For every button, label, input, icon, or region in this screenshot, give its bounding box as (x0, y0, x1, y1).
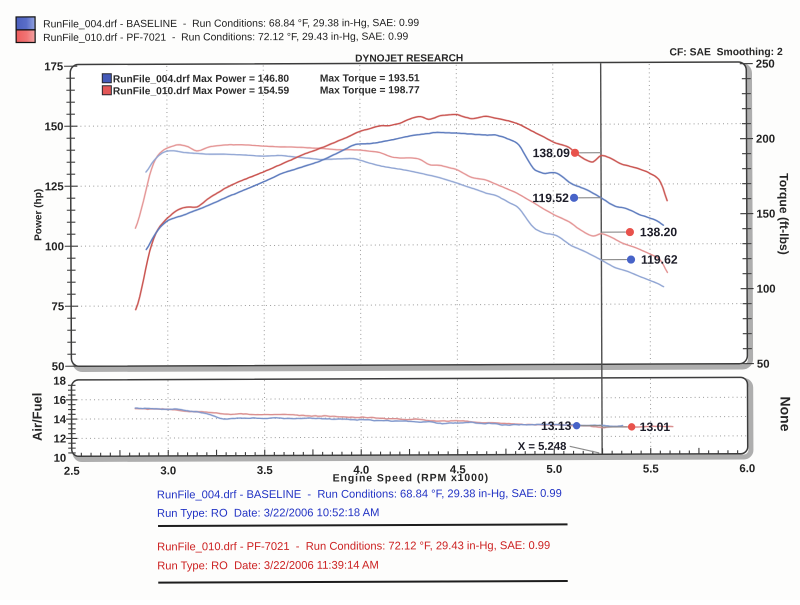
svg-text:119.62: 119.62 (641, 253, 678, 267)
svg-text:RunFile_004.drf Max Power = 14: RunFile_004.drf Max Power = 146.80 (113, 74, 290, 86)
svg-text:RunFile_010.drf - PF-7021 -: RunFile_010.drf - PF-7021 - Run Conditio… (157, 540, 550, 554)
svg-text:200: 200 (756, 134, 775, 146)
svg-text:3.0: 3.0 (160, 465, 176, 477)
svg-text:RunFile_010.drf Max Power = 15: RunFile_010.drf Max Power = 154.59 (113, 86, 290, 98)
svg-text:2.5: 2.5 (64, 466, 81, 478)
svg-text:6.0: 6.0 (739, 463, 755, 475)
svg-text:175: 175 (44, 61, 64, 73)
svg-text:14: 14 (53, 414, 66, 426)
svg-text:100: 100 (45, 241, 64, 253)
svg-text:119.52: 119.52 (532, 191, 569, 205)
svg-text:12: 12 (53, 433, 66, 445)
svg-text:138.20: 138.20 (640, 225, 678, 239)
svg-text:Max Torque = 193.51: Max Torque = 193.51 (320, 73, 420, 84)
svg-text:150: 150 (44, 121, 63, 133)
svg-text:150: 150 (756, 209, 775, 221)
svg-text:100: 100 (757, 284, 776, 296)
svg-text:None: None (778, 396, 794, 431)
svg-text:CF: SAE Smoothing: 2: CF: SAE Smoothing: 2 (669, 47, 782, 58)
svg-text:138.09: 138.09 (533, 146, 571, 160)
svg-text:5.0: 5.0 (546, 464, 562, 476)
svg-text:X = 5.248: X = 5.248 (518, 441, 567, 453)
svg-text:10: 10 (54, 453, 67, 465)
svg-text:RunFile_010.drf - PF-7021 -: RunFile_010.drf - PF-7021 - Run Conditio… (43, 32, 408, 44)
svg-text:13.13: 13.13 (541, 419, 572, 433)
svg-text:125: 125 (45, 181, 65, 193)
svg-text:50: 50 (52, 361, 65, 373)
svg-text:18: 18 (53, 376, 66, 388)
svg-text:Run Type: RO Date: 3/22/2006: Run Type: RO Date: 3/22/2006 10:52:18 AM (157, 507, 379, 520)
svg-text:250: 250 (756, 59, 775, 71)
svg-text:RunFile_004.drf - BASELINE -: RunFile_004.drf - BASELINE - Run Conditi… (43, 18, 419, 30)
svg-text:Power (hp): Power (hp) (33, 189, 44, 241)
svg-text:5.5: 5.5 (643, 463, 660, 475)
svg-text:RunFile_004.drf - BASELINE -: RunFile_004.drf - BASELINE - Run Conditi… (157, 488, 562, 502)
svg-text:Max Torque = 198.77: Max Torque = 198.77 (320, 85, 420, 96)
svg-text:75: 75 (51, 301, 64, 313)
svg-text:13.01: 13.01 (640, 420, 671, 434)
svg-text:Run Type: RO Date: 3/22/2006: Run Type: RO Date: 3/22/2006 11:39:14 AM (157, 560, 379, 573)
svg-text:Torque (ft-lbs): Torque (ft-lbs) (777, 173, 791, 255)
svg-text:3.5: 3.5 (257, 465, 274, 477)
svg-text:16: 16 (53, 395, 66, 407)
svg-text:Engine Speed (RPM x1000): Engine Speed (RPM x1000) (333, 472, 489, 485)
svg-text:50: 50 (757, 359, 770, 371)
svg-text:Air/Fuel: Air/Fuel (30, 393, 45, 441)
